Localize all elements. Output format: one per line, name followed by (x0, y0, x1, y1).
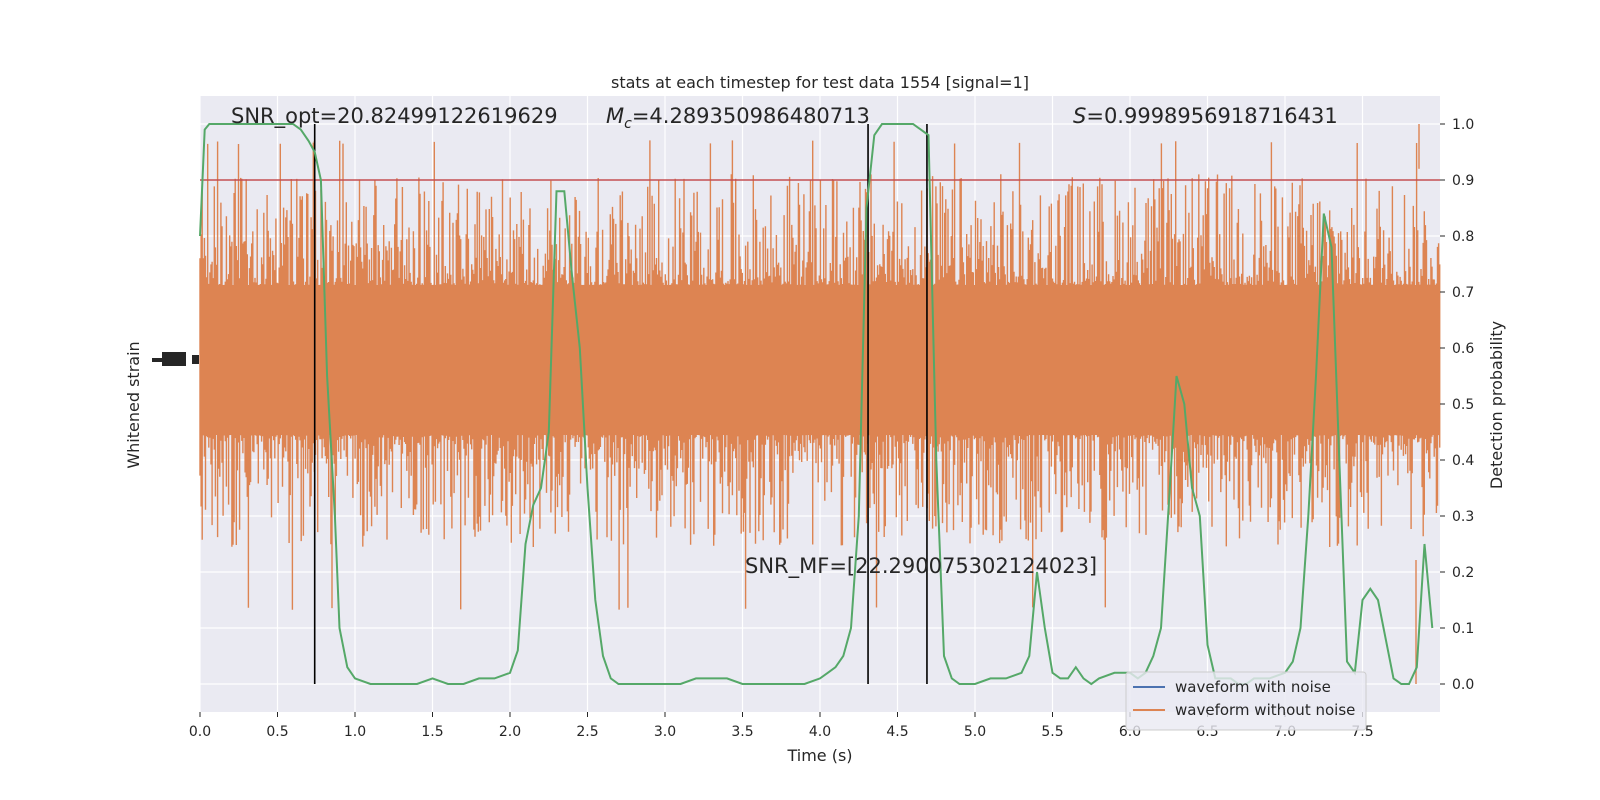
x-tick-label-5: 2.5 (576, 724, 598, 740)
legend-label-with-noise: waveform with noise (1175, 678, 1331, 696)
s-symbol: S (1073, 104, 1086, 128)
y-tick-label-7: 0.7 (1452, 285, 1474, 301)
y-tick-label-5: 0.5 (1452, 397, 1474, 413)
x-tick-label-3: 1.5 (421, 724, 443, 740)
left-y-axis-label: Whitened strain (124, 341, 143, 468)
chirp-mass-symbol: M (606, 104, 624, 128)
x-tick-label-8: 4.0 (809, 724, 831, 740)
s-value: =0.9998956918716431 (1086, 104, 1337, 128)
y-tick-label-1: 0.1 (1452, 621, 1474, 637)
y-tick-label-2: 0.2 (1452, 565, 1474, 581)
waveform-spikes (199, 140, 1441, 610)
x-tick-label-7: 3.5 (731, 724, 753, 740)
legend-box (1125, 671, 1367, 731)
x-tick-label-11: 5.5 (1041, 724, 1063, 740)
x-tick-label-6: 3.0 (654, 724, 676, 740)
x-tick-label-4: 2.0 (499, 724, 521, 740)
left-axis-collapsed-ticks (152, 352, 199, 366)
vertical-markers (313, 124, 928, 684)
x-axis-label: Time (s) (786, 746, 852, 765)
x-tick-label-2: 1.0 (344, 724, 366, 740)
right-y-axis-ticks: 0.0 0.1 0.2 0.3 0.4 0.5 0.6 0.7 0.8 0.9 1.0 (1440, 117, 1474, 693)
y-tick-label-6: 0.6 (1452, 341, 1474, 357)
chirp-mass-subscript: c (624, 116, 632, 132)
y-tick-label-0: 0.0 (1452, 677, 1474, 693)
chirp-mass-annotation: Mc=4.289350986480713 (606, 104, 870, 132)
snr-mf-annotation: SNR_MF=[22.290075302124023] (745, 554, 1097, 579)
x-tick-label-9: 4.5 (886, 724, 908, 740)
y-tick-label-8: 0.8 (1452, 229, 1474, 245)
waveform-without-noise-series (199, 124, 1441, 684)
y-tick-label-10: 1.0 (1452, 117, 1474, 133)
right-y-axis-label: Detection probability (1487, 321, 1506, 489)
x-tick-label-0: 0.0 (189, 724, 211, 740)
chirp-mass-value: =4.289350986480713 (632, 104, 870, 128)
x-tick-label-10: 5.0 (964, 724, 986, 740)
legend-label-without-noise: waveform without noise (1175, 701, 1355, 719)
y-tick-label-9: 0.9 (1452, 173, 1474, 189)
snr-opt-annotation: SNR_opt=20.82499122619629 (231, 104, 558, 129)
y-tick-label-4: 0.4 (1452, 453, 1474, 469)
chart-title: stats at each timestep for test data 155… (611, 73, 1029, 92)
y-tick-label-3: 0.3 (1452, 509, 1474, 525)
legend: waveform with noise waveform without noi… (1125, 671, 1367, 731)
s-annotation: S=0.9998956918716431 (1073, 104, 1338, 128)
x-tick-label-1: 0.5 (266, 724, 288, 740)
